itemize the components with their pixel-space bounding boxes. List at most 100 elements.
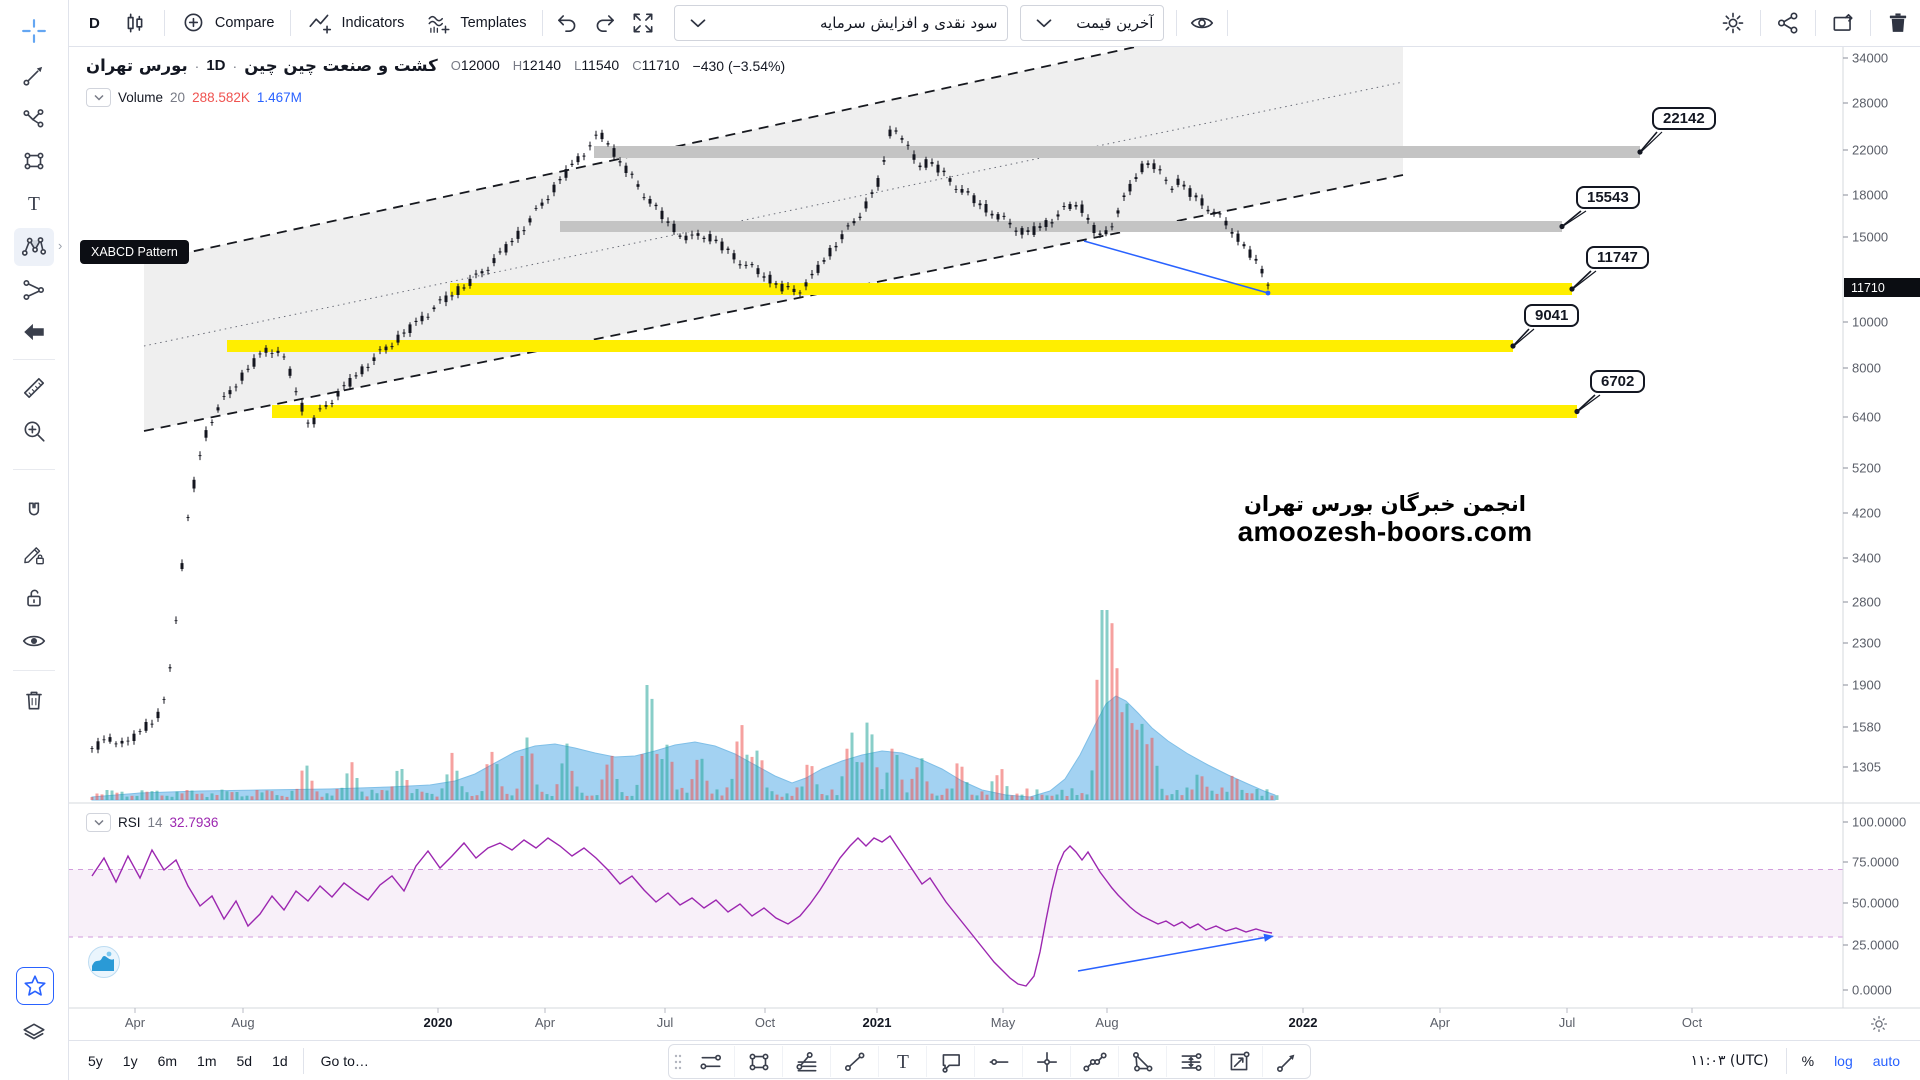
volume-legend[interactable]: Volume 20 288.582K 1.467M (86, 88, 302, 107)
time-tick-label: Jul (1558, 1015, 1576, 1030)
lock-all-drawings-tool-button[interactable] (14, 579, 54, 617)
compare-button[interactable]: Compare (170, 6, 286, 40)
hide-all-drawings-tool-button[interactable] (14, 622, 54, 660)
favorites-star-button[interactable] (16, 967, 54, 1005)
pitchfork-tool-button[interactable] (14, 99, 54, 137)
cross-drawing-tool-button[interactable] (1023, 1046, 1071, 1077)
crosshair-tool-button[interactable] (14, 12, 54, 50)
trend-drawing-tool-button[interactable] (831, 1046, 879, 1077)
price-tick-label: 1580 (1852, 719, 1881, 735)
divider (13, 469, 55, 470)
snapshot-button[interactable] (1821, 6, 1865, 40)
clock-timezone[interactable]: ۱۱:۰۳ (UTC) (1690, 1052, 1769, 1069)
share-icon (1775, 10, 1801, 36)
forecast-tool-button[interactable] (14, 271, 54, 309)
goto-button[interactable]: Go to… (320, 1052, 369, 1069)
favorite-drawings-toolbar[interactable]: T (668, 1044, 1311, 1079)
shapes-tool-button[interactable] (14, 142, 54, 180)
disjoint-drawing-tool-button[interactable] (1071, 1046, 1119, 1077)
templates-button[interactable]: Templates (415, 6, 537, 40)
hlines-drawing-tool-button[interactable] (687, 1046, 735, 1077)
range-6m-button[interactable]: 6m (157, 1052, 178, 1069)
rsi-tick-label: 0.0000 (1852, 982, 1892, 998)
triangle-drawing-tool-button[interactable] (1119, 1046, 1167, 1077)
divider (290, 10, 292, 36)
range-1m-button[interactable]: 1m (197, 1052, 217, 1069)
range-5y-button[interactable]: 5y (88, 1052, 103, 1069)
fullscreen-icon (630, 10, 656, 36)
range-1d-button[interactable]: 1d (272, 1052, 288, 1069)
drag-handle[interactable] (669, 1053, 687, 1071)
last-price-dropdown[interactable]: آخرین قیمت (1020, 5, 1165, 41)
text-tool-button[interactable]: T (14, 185, 54, 223)
range-1y-button[interactable]: 1y (122, 1052, 138, 1069)
price-level-callout[interactable]: 22142 (1652, 107, 1716, 130)
collapse-chevron-icon[interactable] (86, 813, 111, 832)
rect-drawing-tool-button[interactable] (735, 1046, 783, 1077)
interval-button[interactable]: D (89, 14, 100, 32)
tool-expand-chevron-icon[interactable]: › (58, 238, 63, 253)
volume-value: 1.467M (256, 90, 302, 105)
price-level-callout[interactable]: 9041 (1524, 304, 1580, 327)
log-scale-button[interactable]: log (1834, 1052, 1853, 1069)
stay-in-drawing-mode-tool-button[interactable] (14, 536, 54, 574)
arrow-mark-tool-button[interactable] (14, 313, 54, 351)
rsi-tick-label: 100.0000 (1852, 814, 1907, 830)
auto-scale-button[interactable]: auto (1872, 1052, 1900, 1069)
object-tree-layers-button[interactable] (14, 1014, 54, 1052)
eye-icon (1189, 10, 1215, 36)
price-level-callout[interactable]: 15543 (1576, 186, 1640, 209)
callout-drawing-tool-button[interactable] (927, 1046, 975, 1077)
broker-logo[interactable] (88, 946, 120, 978)
price-tick-label: 6400 (1852, 409, 1881, 425)
rsi-legend[interactable]: RSI 14 32.7936 (86, 813, 218, 832)
visibility-button[interactable] (1182, 6, 1222, 40)
magnet-tool-button[interactable] (14, 493, 54, 531)
symbol-interval: 1D (206, 57, 226, 74)
symbol-name: کشت و صنعت چین چین (244, 56, 438, 75)
measure-tool-button[interactable] (14, 369, 54, 407)
text-drawing-tool-button[interactable]: T (879, 1046, 927, 1077)
change-value: −430 (−3.54%) (692, 57, 786, 74)
share-button[interactable] (1766, 6, 1810, 40)
dividend-adjustment-dropdown[interactable]: سود نقدی و افزایش سرمایه (674, 5, 1009, 41)
range-5d-button[interactable]: 5d (236, 1052, 253, 1069)
price-level-callout[interactable]: 11747 (1586, 246, 1649, 269)
redo-button[interactable] (586, 6, 624, 40)
price-tick-label: 28000 (1852, 95, 1889, 111)
zoom-in-tool-button[interactable] (14, 412, 54, 450)
settings-button[interactable] (1711, 6, 1755, 40)
price-tick-label: 2300 (1852, 635, 1881, 651)
undo-button[interactable] (548, 6, 586, 40)
rsi-value: 32.7936 (169, 815, 219, 830)
rsi-tick-label: 75.0000 (1852, 854, 1899, 870)
remove-all-drawings-tool-button[interactable] (14, 681, 54, 719)
chart-style-button[interactable] (111, 6, 159, 40)
undo-icon (554, 10, 580, 36)
fullscreen-button[interactable] (624, 6, 662, 40)
hray-drawing-tool-button[interactable] (975, 1046, 1023, 1077)
collapse-chevron-icon[interactable] (86, 88, 111, 107)
time-tick-label: Oct (754, 1015, 776, 1030)
chevron-down-icon (685, 10, 711, 36)
price-tick-label: 15000 (1852, 229, 1889, 245)
delete-button[interactable] (1876, 6, 1920, 40)
xabcd-pattern-tool-button[interactable] (14, 228, 54, 266)
fib-drawing-tool-button[interactable] (783, 1046, 831, 1077)
arrow-drawing-tool-button[interactable] (1263, 1046, 1310, 1077)
percent-scale-button[interactable]: % (1801, 1052, 1815, 1069)
time-axis-settings-gear-icon[interactable] (1868, 1013, 1890, 1035)
camera-icon (1830, 10, 1856, 36)
projection-drawing-tool-button[interactable] (1215, 1046, 1263, 1077)
close-value: 11710 (641, 56, 680, 73)
position-drawing-tool-button[interactable] (1167, 1046, 1215, 1077)
divider (1815, 10, 1816, 36)
price-tick-label: 10000 (1852, 314, 1889, 330)
symbol-legend[interactable]: بورس تهران · 1D · کشت و صنعت چین چین O12… (86, 56, 786, 75)
time-tick-label: 2020 (423, 1015, 453, 1030)
watermark-line1: انجمن خبرگان بورس تهران (1244, 492, 1526, 516)
price-level-callout[interactable]: 6702 (1590, 370, 1646, 393)
trend-line-tool-button[interactable] (14, 56, 54, 94)
indicators-button[interactable]: Indicators (296, 6, 415, 40)
